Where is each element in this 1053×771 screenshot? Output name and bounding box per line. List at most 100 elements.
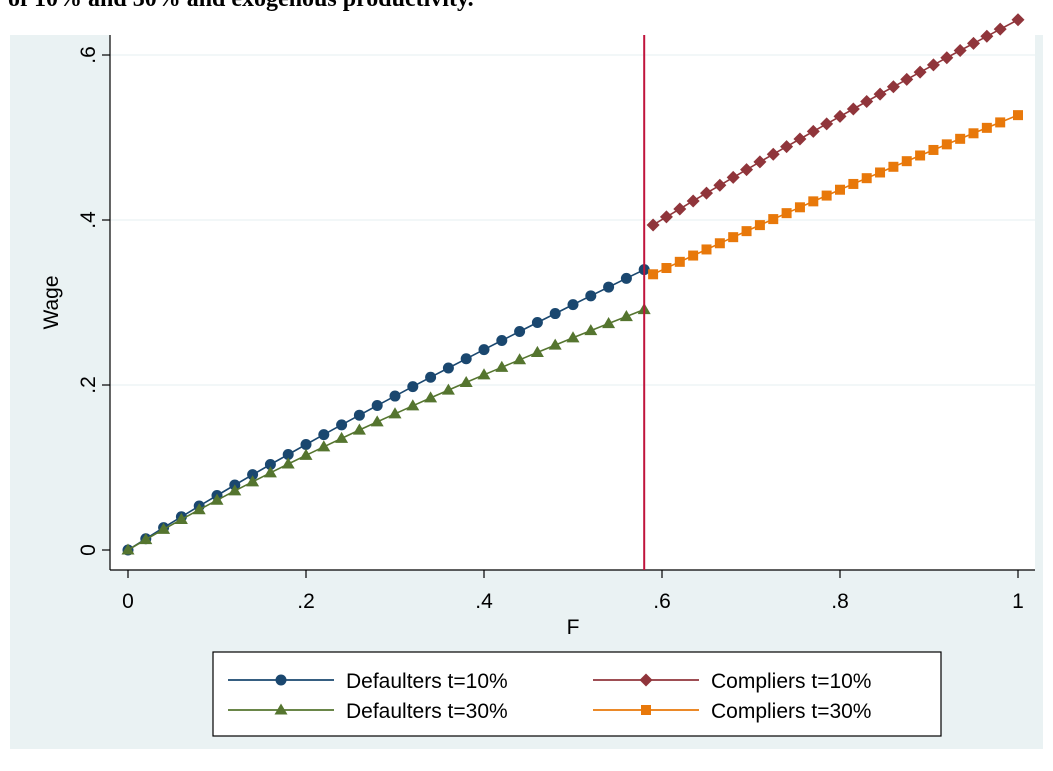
data-point-compliers-t-10	[753, 155, 767, 169]
data-point-compliers-t-10	[953, 44, 967, 58]
data-point-compliers-t-10	[780, 140, 794, 154]
data-point-compliers-t-30	[661, 263, 672, 274]
legend-marker	[641, 705, 651, 715]
x-tick-label: .6	[653, 590, 671, 613]
data-point-defaulters-t-30	[477, 368, 491, 380]
data-point-compliers-t-30	[955, 133, 966, 144]
y-tick-label: .6	[77, 46, 100, 64]
data-point-defaulters-t-30	[228, 484, 242, 496]
data-point-compliers-t-30	[688, 250, 699, 261]
data-point-defaulters-t-30	[530, 345, 544, 357]
data-point-compliers-t-30	[915, 150, 926, 161]
data-point-defaulters-t-10	[460, 353, 472, 365]
data-point-defaulters-t-10	[336, 419, 348, 431]
data-point-defaulters-t-10	[442, 362, 454, 374]
data-point-defaulters-t-30	[619, 310, 633, 322]
data-point-defaulters-t-10	[389, 390, 401, 402]
data-point-defaulters-t-30	[566, 331, 580, 343]
data-point-compliers-t-30	[941, 139, 952, 150]
data-point-compliers-t-30	[968, 128, 979, 139]
data-point-compliers-t-10	[713, 178, 727, 192]
data-point-defaulters-t-30	[441, 383, 455, 395]
series-line-compliers-t-30	[652, 114, 1019, 276]
x-tick-label: .4	[475, 590, 493, 613]
data-point-defaulters-t-10	[531, 316, 543, 328]
data-point-defaulters-t-10	[407, 381, 419, 393]
data-point-defaulters-t-30	[406, 399, 420, 411]
data-point-compliers-t-30	[741, 226, 752, 237]
data-point-compliers-t-10	[993, 22, 1007, 36]
data-point-compliers-t-30	[768, 214, 779, 225]
legend-label: Defaulters t=30%	[346, 700, 508, 723]
data-point-defaulters-t-30	[513, 353, 527, 365]
data-point-compliers-t-30	[781, 208, 792, 219]
legend-label: Defaulters t=10%	[346, 670, 508, 693]
legend-label: Compliers t=30%	[711, 700, 871, 723]
data-point-defaulters-t-30	[495, 360, 509, 372]
data-point-compliers-t-10	[900, 72, 914, 86]
data-point-defaulters-t-10	[353, 409, 365, 421]
data-point-compliers-t-10	[646, 218, 660, 232]
data-point-defaulters-t-10	[585, 290, 597, 302]
data-point-compliers-t-10	[673, 202, 687, 216]
data-point-compliers-t-30	[901, 156, 912, 167]
data-point-compliers-t-30	[754, 220, 765, 231]
legend-box	[212, 651, 942, 737]
x-tick-label: 1	[1012, 590, 1024, 613]
data-point-compliers-t-30	[674, 256, 685, 267]
data-point-defaulters-t-10	[247, 469, 259, 481]
legend-marker	[275, 674, 287, 686]
data-point-defaulters-t-10	[620, 272, 632, 284]
data-point-compliers-t-10	[886, 80, 900, 94]
data-point-compliers-t-10	[980, 29, 994, 43]
data-point-compliers-t-10	[846, 102, 860, 116]
data-point-compliers-t-10	[940, 51, 954, 65]
data-point-compliers-t-10	[926, 58, 940, 72]
data-point-defaulters-t-10	[425, 371, 437, 383]
data-point-compliers-t-10	[860, 95, 874, 109]
data-point-compliers-t-30	[821, 190, 832, 201]
data-point-defaulters-t-10	[514, 325, 526, 337]
data-point-defaulters-t-30	[602, 317, 616, 329]
x-axis-title: F	[567, 616, 580, 639]
data-point-defaulters-t-30	[281, 457, 295, 469]
data-point-compliers-t-30	[1013, 110, 1023, 121]
y-tick-label: .2	[77, 376, 100, 394]
data-point-compliers-t-30	[928, 144, 939, 155]
data-point-compliers-t-30	[875, 167, 886, 178]
data-point-compliers-t-30	[848, 178, 859, 189]
data-point-defaulters-t-30	[174, 512, 188, 524]
data-point-defaulters-t-30	[424, 391, 438, 403]
data-point-compliers-t-30	[648, 269, 659, 280]
data-point-compliers-t-30	[794, 202, 805, 213]
data-point-compliers-t-10	[740, 163, 754, 177]
data-point-compliers-t-30	[701, 244, 712, 255]
data-point-defaulters-t-30	[299, 448, 313, 460]
data-point-defaulters-t-10	[567, 299, 579, 311]
data-point-compliers-t-30	[995, 117, 1006, 128]
data-point-compliers-t-10	[726, 170, 740, 184]
data-point-defaulters-t-30	[263, 466, 277, 478]
x-tick-label: .2	[297, 590, 315, 613]
data-point-defaulters-t-30	[352, 423, 366, 435]
figure-caption: of 10% and 30% and exogenous productivit…	[8, 0, 474, 13]
data-point-compliers-t-10	[873, 87, 887, 101]
data-point-defaulters-t-30	[246, 475, 260, 487]
data-point-defaulters-t-30	[584, 324, 598, 336]
data-point-compliers-t-10	[1011, 13, 1025, 27]
data-point-defaulters-t-30	[548, 338, 562, 350]
data-point-defaulters-t-10	[478, 344, 490, 356]
data-point-defaulters-t-30	[121, 543, 135, 555]
data-point-compliers-t-30	[808, 196, 819, 207]
x-tick-label: 0	[122, 590, 134, 613]
data-point-compliers-t-30	[728, 232, 739, 243]
data-point-defaulters-t-10	[496, 335, 508, 347]
data-point-defaulters-t-10	[549, 308, 561, 320]
data-point-compliers-t-10	[833, 109, 847, 123]
data-point-defaulters-t-30	[210, 493, 224, 505]
data-point-compliers-t-10	[820, 117, 834, 131]
data-point-defaulters-t-30	[157, 522, 171, 534]
data-point-defaulters-t-30	[388, 407, 402, 419]
legend-marker	[274, 703, 288, 715]
